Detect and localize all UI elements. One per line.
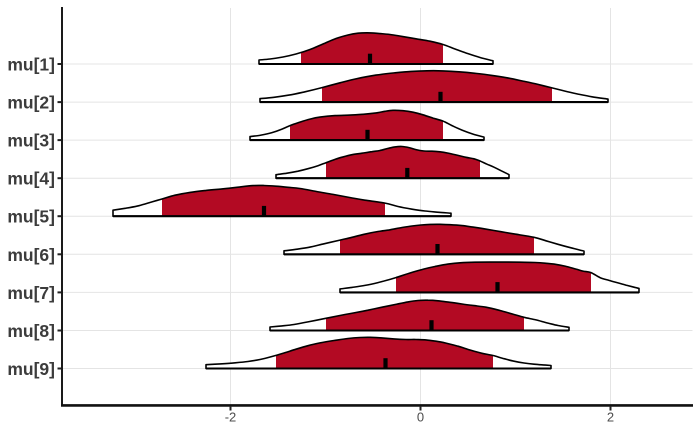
svg-text:2: 2 bbox=[607, 410, 614, 425]
svg-text:mu[6]: mu[6] bbox=[7, 245, 55, 265]
svg-text:mu[3]: mu[3] bbox=[7, 131, 55, 151]
svg-text:mu[7]: mu[7] bbox=[7, 283, 55, 303]
svg-text:-2: -2 bbox=[225, 410, 237, 425]
svg-text:mu[9]: mu[9] bbox=[7, 359, 55, 379]
svg-text:mu[8]: mu[8] bbox=[7, 321, 55, 341]
svg-text:mu[1]: mu[1] bbox=[7, 55, 55, 75]
svg-text:mu[5]: mu[5] bbox=[7, 207, 55, 227]
svg-text:0: 0 bbox=[417, 410, 424, 425]
svg-text:mu[4]: mu[4] bbox=[7, 169, 55, 189]
svg-text:mu[2]: mu[2] bbox=[7, 93, 55, 113]
